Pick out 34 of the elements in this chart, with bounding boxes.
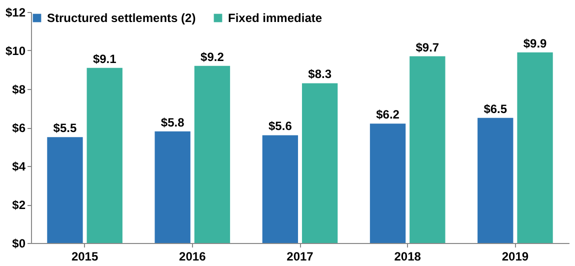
bar — [194, 66, 230, 243]
y-tick-label: $6 — [12, 121, 26, 135]
data-label: $6.2 — [376, 108, 400, 122]
y-tick-label: $8 — [12, 82, 26, 96]
y-tick-label: $0 — [12, 236, 26, 250]
bar — [370, 124, 406, 243]
bar — [410, 56, 446, 243]
bar — [517, 52, 553, 243]
data-label: $8.3 — [308, 67, 332, 82]
data-label: $9.1 — [92, 52, 117, 66]
y-tick-label: $4 — [12, 160, 26, 174]
data-label: $5.5 — [53, 121, 77, 136]
data-label: $5.6 — [268, 119, 292, 134]
bar — [47, 137, 83, 243]
legend-label: Structured settlements (2) — [47, 11, 196, 25]
data-label: $9.2 — [200, 50, 224, 64]
data-label: $9.9 — [523, 36, 548, 50]
legend-label: Fixed immediate — [228, 11, 322, 25]
y-tick-label: $2 — [12, 198, 26, 212]
x-tick-label: 2019 — [502, 250, 529, 264]
x-tick-label: 2015 — [71, 250, 98, 264]
bar — [154, 131, 190, 243]
data-label: $5.8 — [160, 115, 185, 130]
data-label: $6.5 — [484, 102, 508, 116]
y-tick-label: $12 — [5, 6, 26, 20]
y-tick-label: $10 — [5, 44, 26, 58]
x-tick-label: 2016 — [179, 250, 206, 264]
x-tick-label: 2018 — [394, 250, 422, 264]
bar — [86, 68, 122, 243]
bar — [262, 135, 298, 243]
x-tick-label: 2017 — [286, 250, 314, 264]
data-label: $9.7 — [416, 40, 440, 54]
bar — [478, 118, 514, 243]
bar — [302, 83, 338, 243]
